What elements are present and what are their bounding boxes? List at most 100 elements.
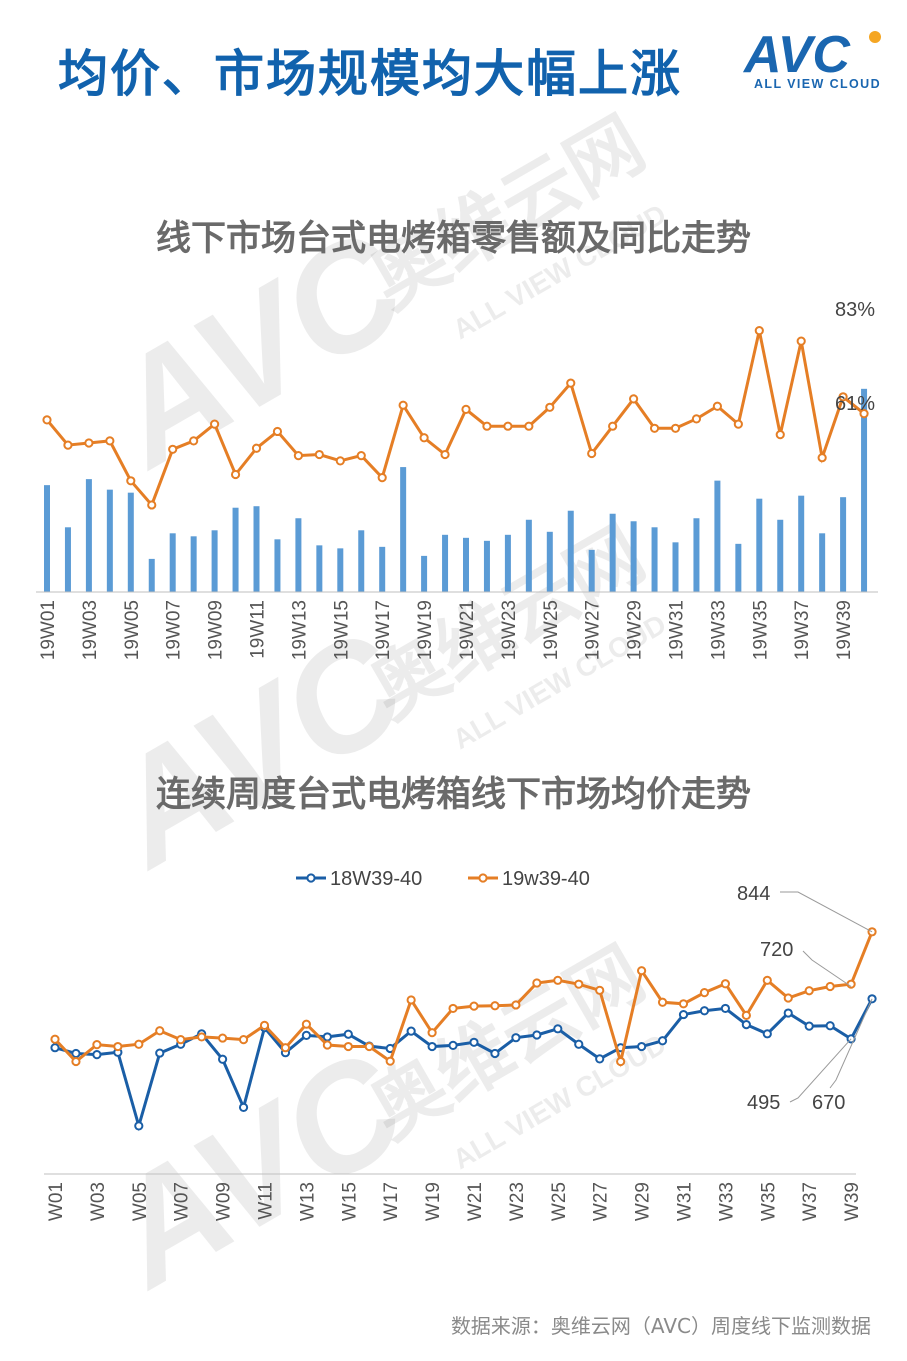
series-1-point-W37: [804, 986, 814, 996]
x-tick-label: W27: [591, 1182, 612, 1221]
series-1-point-W35: [762, 975, 772, 985]
series-1-point-W18: [406, 995, 416, 1005]
x-tick-label: W09: [214, 1182, 235, 1221]
yoy-point-19W10: [230, 469, 241, 480]
x-tick-label: 19W21: [457, 600, 478, 660]
series-0-point-W19: [427, 1041, 437, 1052]
series-1-point-W32: [699, 988, 710, 998]
x-tick-label: W11: [256, 1182, 277, 1220]
series-0-point-W14: [322, 1032, 332, 1042]
annotation-leader-1: [802, 950, 852, 987]
bar-19W38: [819, 533, 826, 592]
yoy-point-19W20: [440, 449, 450, 460]
bar-19W21: [463, 537, 469, 592]
series-0-point-W29: [637, 1041, 647, 1052]
bar-19W37: [798, 495, 805, 592]
bar-19W25: [546, 531, 553, 592]
x-tick-label: 19W27: [583, 600, 604, 660]
x-tick-label: W21: [465, 1182, 486, 1221]
series-1-point-W15: [343, 1041, 353, 1052]
bar-19W31: [672, 542, 679, 592]
series-1-point-W38: [825, 981, 835, 992]
bar-19W02: [64, 527, 71, 592]
x-tick-label: 19W09: [206, 600, 227, 660]
bar-19W18: [400, 467, 407, 592]
header: 均价、市场规模均大幅上涨 AVC ALL VIEW CLOUD: [0, 0, 907, 120]
bar-19W05: [127, 492, 134, 592]
bar-19W27: [588, 549, 595, 592]
series-0-point-W26: [574, 1039, 584, 1049]
yoy-point-19W31: [670, 423, 681, 433]
bar-19W39: [840, 497, 847, 592]
series-0-point-W03: [92, 1050, 102, 1060]
yoy-point-19W09: [210, 419, 220, 429]
series-1-point-W16: [364, 1041, 374, 1052]
bar-19W26: [567, 510, 574, 592]
yoy-point-19W18: [398, 400, 408, 410]
yoy-point-19W27: [587, 448, 597, 459]
series-1-point-W23: [511, 1000, 521, 1010]
x-tick-label: W17: [381, 1182, 402, 1221]
yoy-point-19W14: [314, 449, 324, 460]
series-1-point-W20: [448, 1003, 458, 1014]
bar-19W03: [85, 479, 92, 592]
bar-19W20: [442, 534, 449, 592]
x-tick-label: 19W23: [499, 600, 520, 660]
yoy-point-19W19: [419, 433, 429, 443]
bar-19W40: [861, 388, 868, 592]
yoy-point-19W33: [712, 401, 723, 411]
legend-label-1: 19w39-40: [502, 868, 590, 890]
series-0-point-W36: [783, 1008, 793, 1018]
source-note: 数据来源：奥维云网（AVC）周度线下监测数据: [450, 1314, 871, 1338]
series-0-point-W01: [50, 1043, 60, 1053]
annotation-leader-0: [780, 891, 873, 933]
x-tick-label: 19W13: [289, 600, 310, 660]
yoy-point-19W15: [335, 456, 345, 466]
x-tick-label: 19W05: [122, 600, 143, 660]
yoy-point-19W37: [796, 336, 806, 346]
series-1-point-W21: [469, 1001, 479, 1011]
bar-19W24: [525, 519, 532, 592]
chart2: 18W39-40 19w39-40 W01 W03 W05 W07 W09 W11 W13 W15…: [44, 868, 877, 1221]
series-0-point-W40: [867, 994, 877, 1004]
bar-19W15: [337, 548, 344, 592]
bar-19W34: [735, 543, 742, 592]
yoy-point-19W07: [168, 444, 178, 454]
series-0-point-W20: [448, 1040, 458, 1050]
yoy-point-19W05: [126, 476, 136, 486]
series-0-point-W33: [720, 1003, 731, 1014]
yoy-point-19W01: [42, 415, 52, 425]
logo-tagline: ALL VIEW CLOUD: [754, 77, 882, 91]
series-1-point-W13: [301, 1019, 311, 1029]
series-1-point-W25: [553, 975, 563, 985]
bar-19W30: [651, 527, 658, 592]
yoy-point-19W22: [482, 421, 492, 431]
x-tick-label: 19W07: [164, 600, 185, 660]
legend-marker-0: [306, 873, 316, 883]
bar-19W04: [106, 489, 113, 592]
series-0-point-W37: [804, 1021, 814, 1031]
bar-19W33: [714, 480, 721, 592]
series-1-point-W12: [280, 1043, 291, 1053]
series-1-point-W05: [134, 1039, 144, 1049]
x-tick-label: 19W31: [667, 600, 688, 660]
bar-19W19: [421, 555, 428, 592]
x-tick-label: W23: [507, 1182, 528, 1221]
logo-text: AVC: [742, 26, 851, 84]
series-1-point-W40: [867, 927, 877, 937]
bar-19W16: [358, 530, 365, 592]
x-tick-label: 19W01: [38, 600, 59, 660]
x-tick-label: W19: [423, 1182, 444, 1221]
series-1-point-W04: [113, 1041, 123, 1052]
yoy-point-19W32: [691, 414, 702, 424]
legend-marker-1: [478, 873, 488, 883]
yoy-point-19W26: [566, 378, 576, 388]
series-1-point-W26: [574, 979, 584, 989]
series-0-point-W24: [532, 1030, 542, 1040]
x-tick-label: W37: [800, 1182, 821, 1221]
yoy-point-19W11: [251, 443, 262, 453]
series-1-point-W24: [532, 978, 542, 988]
x-tick-label: 19W37: [792, 600, 813, 660]
yoy-point-19W03: [84, 438, 94, 448]
yoy-point-19W16: [356, 451, 366, 461]
